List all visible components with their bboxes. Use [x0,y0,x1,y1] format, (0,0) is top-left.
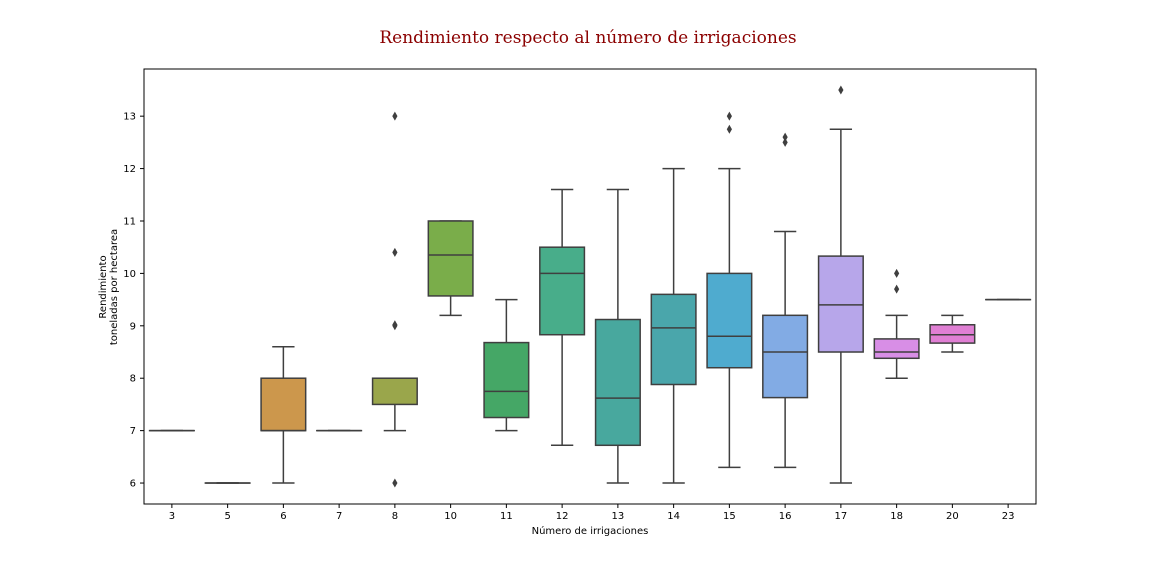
outlier-point [894,284,900,294]
box-group-16 [762,132,809,469]
box-group-11 [483,298,530,432]
box-iqr [650,293,697,386]
box-iqr [371,377,418,406]
x-axis-label: Número de irrigaciones [532,525,649,537]
y-tick-label: 10 [123,269,136,280]
plot-area-frame [143,68,1037,505]
outlier-point [726,124,732,134]
x-tick-label: 14 [667,511,680,522]
y-axis-label-line-1: Rendimiento [98,255,109,318]
outlier-point [392,478,398,488]
box-iqr [817,255,864,353]
x-tick-label: 17 [835,511,848,522]
y-tick-label: 8 [130,374,136,385]
chart-title: Rendimiento respecto al número de irriga… [379,28,796,48]
box-group-17 [817,85,864,484]
outlier-point [726,111,732,121]
y-tick-label: 11 [123,216,136,227]
box-iqr [873,338,920,360]
x-tick-label: 23 [1002,511,1015,522]
x-tick-label: 18 [890,511,903,522]
x-tick-label: 16 [779,511,792,522]
x-tick-label: 5 [224,511,230,522]
box-iqr [539,246,586,336]
outlier-point [838,85,844,95]
box-group-6 [260,346,307,484]
box-iqr [706,272,753,369]
y-axis-label-line-2: toneladas por hectarea [109,229,120,345]
y-tick-label: 9 [130,321,136,332]
outlier-point [894,268,900,278]
box-iqr [929,324,976,344]
x-tick-label: 20 [946,511,959,522]
y-tick-label: 6 [130,479,136,490]
outlier-point [782,137,788,147]
box-group-13 [594,188,641,484]
outlier-point [392,111,398,121]
box-iqr [260,377,307,432]
x-tick-label: 7 [336,511,342,522]
outlier-point [392,247,398,257]
box-iqr [762,314,809,399]
box-iqr [594,318,641,447]
x-tick-label: 3 [169,511,175,522]
box-group-15 [706,111,753,469]
outlier-point [392,320,398,330]
box-group-12 [539,188,586,447]
box-iqr [427,220,474,297]
y-tick-label: 12 [123,164,136,175]
y-tick-label: 13 [123,112,136,123]
box-group-10 [427,220,474,317]
outlier-point [782,132,788,142]
x-tick-label: 15 [723,511,736,522]
y-tick-label: 7 [130,426,136,437]
x-tick-label: 6 [280,511,286,522]
x-tick-label: 8 [392,511,398,522]
box-iqr [483,341,530,419]
x-tick-label: 13 [612,511,625,522]
x-tick-label: 12 [556,511,569,522]
box-group-8 [371,111,418,488]
box-group-14 [650,167,697,484]
box-group-20 [929,314,976,353]
x-tick-label: 11 [500,511,513,522]
x-tick-label: 10 [444,511,457,522]
box-group-18 [873,268,920,379]
